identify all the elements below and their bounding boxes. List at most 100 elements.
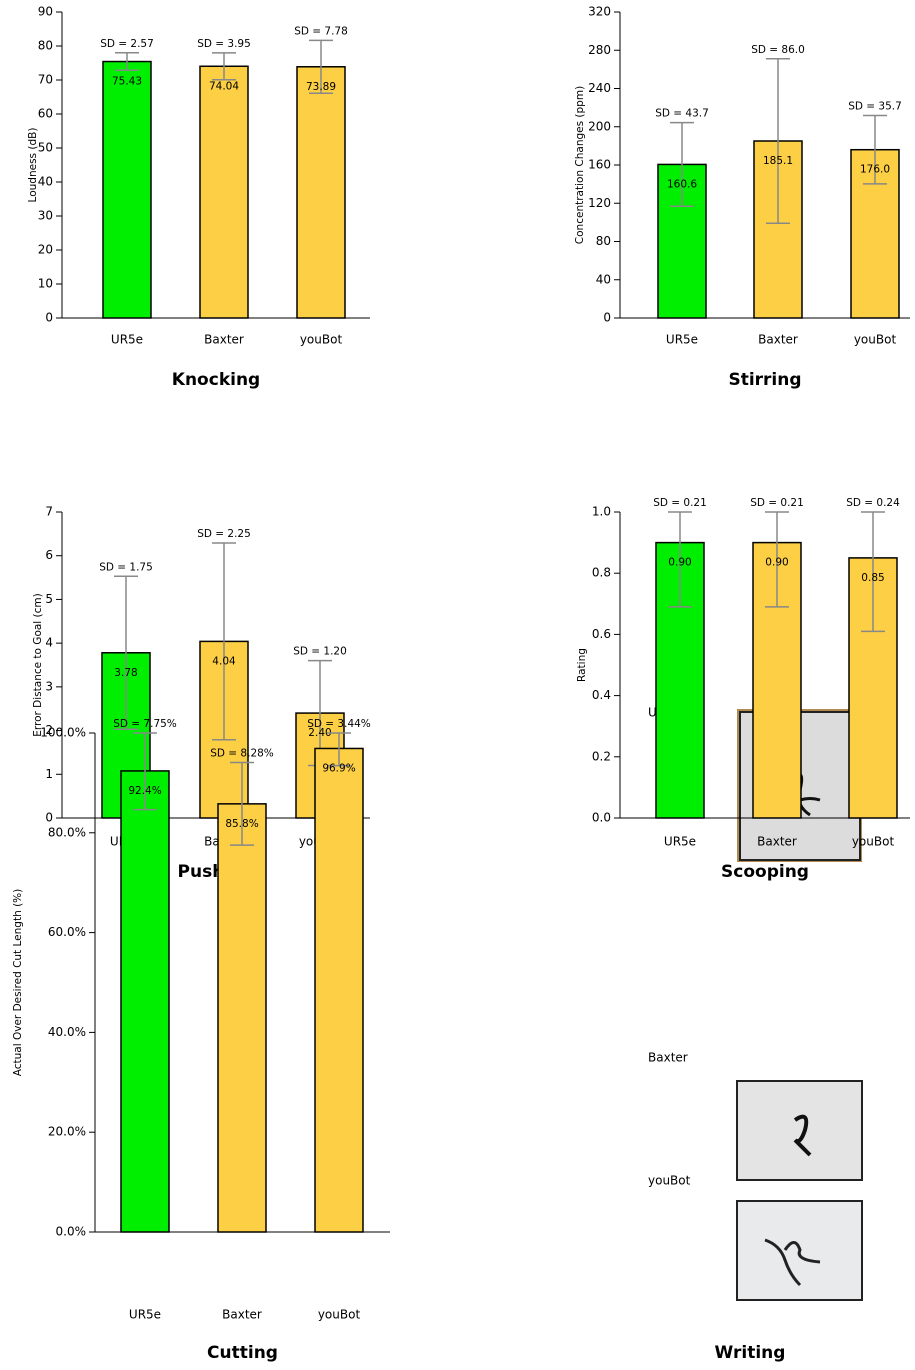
writing-photo [736,1200,863,1301]
value-label: 2.40 [308,727,331,739]
y-tick-label: 0 [603,311,611,325]
error-label: SD = 3.95 [197,38,251,50]
error-label: SD = 0.21 [653,497,707,509]
y-tick-label: 20 [38,243,53,257]
error-bar [327,732,351,767]
error-label: SD = 0.21 [750,497,804,509]
error-label: SD = 86.0 [751,44,805,56]
value-label: 85.8% [225,818,258,830]
error-bar [765,511,789,608]
y-tick-label: 0 [45,811,53,825]
y-tick-label: 10 [38,277,53,291]
error-label: SD = 43.7 [655,108,709,120]
y-tick-label: 60.0% [48,925,86,939]
error-bar [230,761,254,846]
value-label: 185.1 [763,155,793,167]
value-label: 96.9% [322,762,355,774]
x-tick-label: youBot [318,1308,361,1322]
chart-title: Cutting [207,1343,278,1363]
value-label: 0.85 [861,572,884,584]
chart-title: Scooping [721,862,809,882]
chart-title: Knocking [172,370,260,390]
error-label: SD = 8.28% [210,748,274,760]
error-bar [309,39,333,94]
y-tick-label: 280 [588,43,611,57]
y-tick-label: 0.0% [56,1225,87,1239]
y-axis-label: Rating [576,648,588,682]
bar [217,803,267,1233]
x-tick-label: Baxter [204,333,244,347]
y-tick-label: 100.0% [40,726,86,740]
value-label: 0.90 [668,557,691,569]
y-tick-label: 1 [45,767,53,781]
y-axis-label: Concentration Changes (ppm) [574,86,586,244]
y-tick-label: 0.0 [592,811,611,825]
error-label: SD = 7.75% [113,718,177,730]
y-axis-label: Error Distance to Goal (cm) [32,593,44,737]
y-tick-label: 50 [38,141,53,155]
y-tick-label: 120 [588,196,611,210]
error-bar [212,52,236,81]
y-tick-label: 0 [45,311,53,325]
error-label: SD = 7.78 [294,25,348,37]
error-bar [668,511,692,608]
y-tick-label: 0.2 [592,749,611,763]
value-label: 4.04 [212,655,236,667]
error-bar [861,511,885,633]
y-tick-label: 6 [45,548,53,562]
writing-photo [736,1080,863,1181]
error-label: SD = 3.44% [307,718,371,730]
y-tick-label: 40 [596,272,611,286]
x-tick-label: youBot [300,333,343,347]
y-tick-label: 200 [588,119,611,133]
y-tick-label: 2 [45,723,53,737]
value-label: 75.43 [112,76,142,88]
y-tick-label: 5 [45,592,53,606]
x-tick-label: Baxter [757,835,797,849]
y-tick-label: 7 [45,505,53,519]
value-label: 73.89 [306,81,336,93]
bar [314,747,364,1233]
bar [199,65,249,319]
x-tick-label: UR5e [666,333,698,347]
y-tick-label: 80 [38,39,53,53]
y-tick-label: 0.6 [592,627,611,641]
value-label: 176.0 [860,164,890,176]
bar [102,60,152,319]
y-tick-label: 3 [45,679,53,693]
y-tick-label: 70 [38,73,53,87]
value-label: 160.6 [667,178,697,190]
error-bar [670,121,694,207]
error-bar [115,52,139,72]
y-tick-label: 240 [588,81,611,95]
x-tick-label: UR5e [111,333,143,347]
error-bar [863,114,887,185]
y-tick-label: 160 [588,158,611,172]
robot-label: Baxter [648,1051,688,1065]
y-axis-label: Actual Over Desired Cut Length (%) [12,889,24,1076]
value-label: 74.04 [209,80,239,92]
y-tick-label: 90 [38,5,53,19]
error-bar [133,732,157,811]
value-label: 3.78 [114,667,137,679]
error-label: SD = 1.75 [99,561,153,573]
x-tick-label: UR5e [129,1308,161,1322]
panel-title: Writing [715,1343,786,1363]
y-tick-label: 320 [588,5,611,19]
y-axis-label: Loudness (dB) [27,128,39,203]
robot-label: youBot [648,1174,691,1188]
error-label: SD = 1.20 [293,646,347,658]
y-tick-label: 60 [38,107,53,121]
y-tick-label: 4 [45,636,53,650]
y-tick-label: 1.0 [592,505,611,519]
value-label: 92.4% [128,785,161,797]
x-tick-label: youBot [852,835,895,849]
x-tick-label: youBot [854,333,897,347]
y-tick-label: 40 [38,175,53,189]
error-bar [114,575,138,731]
y-tick-label: 80 [596,234,611,248]
x-tick-label: UR5e [664,835,696,849]
y-tick-label: 30 [38,209,53,223]
